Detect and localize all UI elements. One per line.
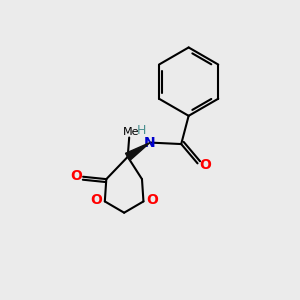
Text: H: H	[137, 124, 146, 136]
Text: N: N	[144, 136, 156, 150]
Text: O: O	[70, 169, 83, 183]
Polygon shape	[125, 142, 150, 160]
Text: O: O	[199, 158, 211, 172]
Text: Me: Me	[122, 127, 139, 137]
Text: O: O	[146, 193, 158, 207]
Text: O: O	[91, 193, 102, 207]
